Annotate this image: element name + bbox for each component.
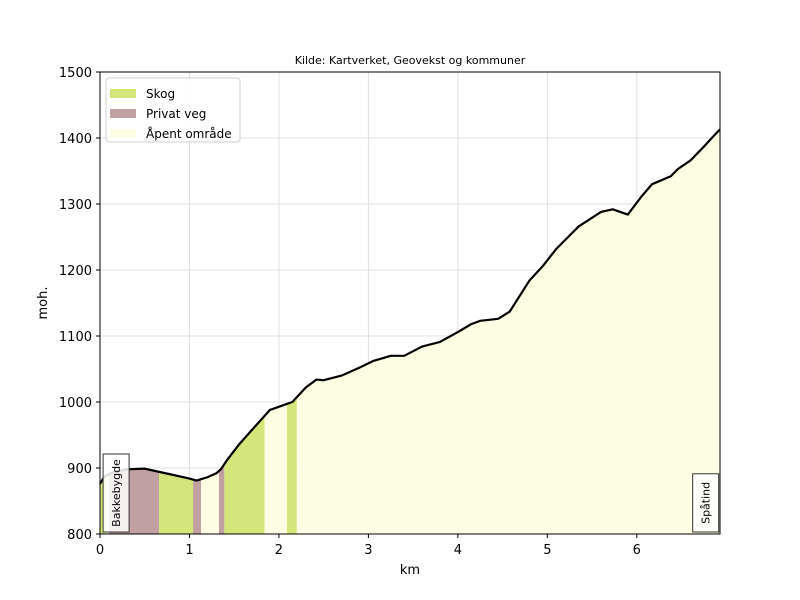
legend: Skog Privat veg Åpent område — [105, 77, 241, 143]
legend-box — [105, 77, 241, 143]
segment-privat-veg — [193, 479, 202, 534]
elevation-line — [99, 128, 721, 485]
x-tick-label: 1 — [185, 543, 193, 558]
y-tick-label: 1400 — [59, 132, 92, 147]
y-axis-label: moh. — [36, 287, 51, 320]
y-tick-label: 1200 — [59, 264, 92, 279]
plot-frame — [99, 71, 721, 535]
segment--pent-omr-de — [264, 403, 287, 534]
segment--pent-omr-de — [201, 470, 219, 534]
place-label: Bakkebygde — [102, 453, 130, 533]
segment--pent-omr-de — [296, 129, 720, 535]
segment-skog — [159, 471, 194, 534]
legend-swatch-skog — [110, 89, 136, 98]
legend-label: Privat veg — [146, 107, 206, 121]
x-tick-label: 5 — [543, 543, 551, 558]
y-tick-label: 1100 — [59, 330, 92, 345]
legend-swatch--pent-omr-de — [110, 129, 136, 138]
y-tick-label: 1000 — [59, 396, 92, 411]
chart-title: Kilde: Kartverket, Geovekst og kommuner — [295, 54, 526, 67]
place-label-box — [102, 453, 130, 533]
legend-swatch-privat-veg — [110, 109, 136, 118]
x-tick-label: 0 — [96, 543, 104, 558]
place-label: Spåtind — [692, 473, 720, 533]
axis-ticks: 0 1 2 3 4 5 6 800 900 1000 1100 1200 1300 1400 1500 — [59, 66, 641, 558]
elevation-line-layer — [99, 128, 721, 485]
legend-label: Skog — [146, 87, 175, 101]
segment-skog — [286, 397, 297, 534]
place-label-text: Spåtind — [700, 482, 713, 524]
x-axis-label: km — [400, 563, 420, 578]
x-tick-label: 6 — [633, 543, 641, 558]
place-label-text: Bakkebygde — [110, 459, 123, 527]
x-tick-label: 3 — [364, 543, 372, 558]
y-tick-label: 900 — [67, 462, 92, 477]
segment-skog — [224, 415, 265, 534]
place-label-box — [692, 473, 720, 533]
segment-privat-veg — [218, 464, 225, 534]
y-tick-label: 800 — [67, 528, 92, 543]
terrain-segments — [100, 129, 720, 535]
x-tick-label: 4 — [454, 543, 462, 558]
x-tick-label: 2 — [275, 543, 283, 558]
y-tick-label: 1500 — [59, 66, 92, 81]
place-labels: Bakkebygde Spåtind — [102, 453, 720, 533]
y-tick-label: 1300 — [59, 198, 92, 213]
legend-label: Åpent område — [146, 126, 232, 141]
